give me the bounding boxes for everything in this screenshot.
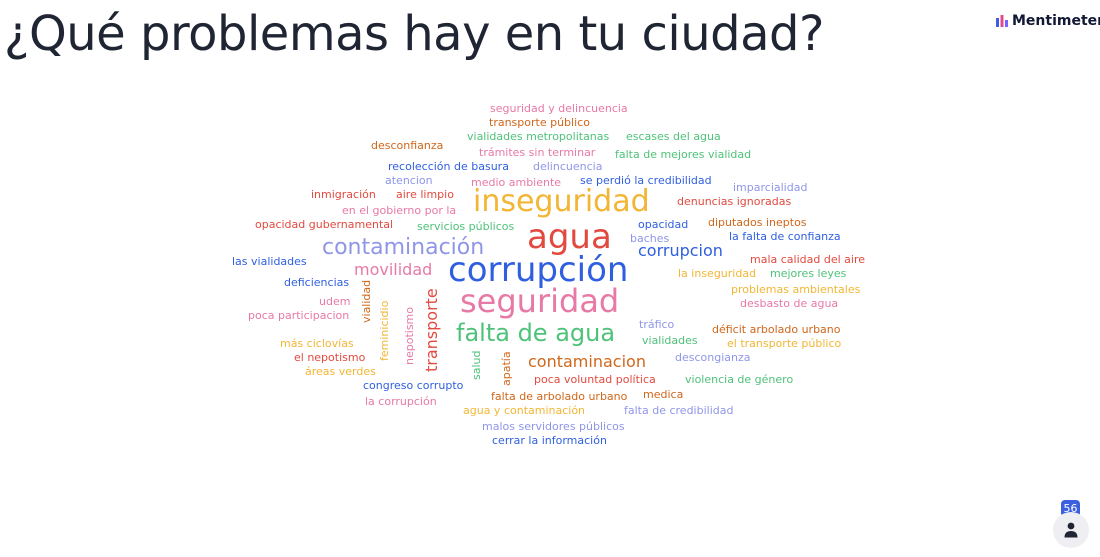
- word-cloud-word: falta de agua: [456, 319, 616, 347]
- word-cloud-word: baches: [630, 232, 670, 245]
- person-icon: [1064, 522, 1078, 538]
- word-cloud-word: diputados ineptos: [708, 216, 807, 229]
- word-cloud-word: el transporte público: [727, 337, 842, 350]
- word-cloud-word: falta de mejores vialidad: [615, 148, 752, 161]
- word-cloud-word: aire limpio: [396, 188, 454, 201]
- word-cloud-word: contaminación: [322, 235, 485, 260]
- word-cloud-word: tráfico: [639, 318, 675, 331]
- word-cloud-word: feminicidio: [378, 300, 391, 361]
- brand-logo: Mentimeter: [996, 13, 1100, 29]
- word-cloud-word: medio ambiente: [471, 176, 562, 189]
- word-cloud-word: violencia de género: [685, 373, 794, 386]
- word-cloud-word: transporte: [422, 288, 441, 372]
- word-cloud-word: opacidad gubernamental: [255, 218, 394, 231]
- word-cloud-word: poca participacion: [248, 309, 350, 322]
- word-cloud-word: atencion: [385, 174, 433, 187]
- word-cloud-word: el nepotismo: [294, 351, 366, 364]
- word-cloud-word: cerrar la información: [492, 434, 607, 447]
- word-cloud-word: problemas ambientales: [731, 283, 861, 296]
- word-cloud-word: deficiencias: [284, 276, 350, 289]
- word-cloud-word: en el gobierno por la: [342, 204, 457, 217]
- slide-title: ¿Qué problemas hay en tu ciudad?: [4, 6, 824, 62]
- word-cloud-word: agua: [527, 217, 612, 257]
- word-cloud-word: imparcialidad: [733, 181, 808, 194]
- word-cloud-word: nepotismo: [403, 307, 416, 365]
- word-cloud-word: más ciclovías: [280, 337, 354, 350]
- word-cloud-word: mala calidad del aire: [750, 253, 866, 266]
- word-cloud-word: mejores leyes: [770, 267, 847, 280]
- word-cloud-word: corrupción: [448, 250, 629, 290]
- word-cloud-word: vialidades metropolitanas: [467, 130, 610, 143]
- word-cloud-word: inmigración: [311, 188, 376, 201]
- word-cloud-word: medica: [643, 388, 684, 401]
- word-cloud-word: déficit arbolado urbano: [712, 323, 841, 336]
- word-cloud-word: las vialidades: [232, 255, 307, 268]
- word-cloud-word: trámites sin terminar: [479, 146, 596, 159]
- word-cloud-word: congreso corrupto: [363, 379, 464, 392]
- word-cloud-word: denuncias ignoradas: [677, 195, 792, 208]
- word-cloud-word: falta de arbolado urbano: [491, 390, 628, 403]
- word-cloud-word: inseguridad: [473, 184, 650, 219]
- brand-name: Mentimeter: [1012, 13, 1100, 29]
- word-cloud-word: áreas verdes: [305, 365, 376, 378]
- word-cloud-word: vialidades: [642, 334, 698, 347]
- word-cloud-word: se perdió la credibilidad: [580, 174, 712, 187]
- word-cloud-word: transporte público: [489, 116, 590, 129]
- word-cloud-word: la falta de confianza: [729, 230, 841, 243]
- word-cloud-word: desconfianza: [371, 139, 444, 152]
- word-cloud-word: servicios públicos: [417, 220, 515, 233]
- word-cloud-word: apatía: [500, 351, 513, 386]
- word-cloud-word: falta de credibilidad: [624, 404, 734, 417]
- word-cloud-word: vialidad: [360, 279, 373, 323]
- word-cloud-word: salud: [470, 350, 483, 380]
- word-cloud-word: malos servidores públicos: [482, 420, 625, 433]
- word-cloud-word: poca voluntad política: [534, 373, 656, 386]
- word-cloud-word: delincuencia: [533, 160, 603, 173]
- word-cloud-word: agua y contaminación: [463, 404, 586, 417]
- word-cloud-word: corrupcion: [638, 241, 723, 260]
- word-cloud-word: la corrupción: [365, 395, 437, 408]
- word-cloud-word: escases del agua: [626, 130, 721, 143]
- word-cloud-word: la inseguridad: [678, 267, 757, 280]
- word-cloud-word: recolección de basura: [388, 160, 509, 173]
- word-cloud-word: descongianza: [675, 351, 751, 364]
- word-cloud-word: seguridad y delincuencia: [490, 102, 628, 115]
- word-cloud-word: opacidad: [638, 218, 689, 231]
- word-cloud-word: seguridad: [460, 282, 620, 320]
- mentimeter-logo-icon: [996, 15, 1008, 27]
- word-cloud-word: desbasto de agua: [740, 297, 839, 310]
- word-cloud-word: movilidad: [354, 260, 433, 279]
- participants-button[interactable]: [1053, 512, 1089, 548]
- word-cloud-word: contaminacion: [528, 352, 646, 371]
- word-cloud-word: udem: [319, 295, 351, 308]
